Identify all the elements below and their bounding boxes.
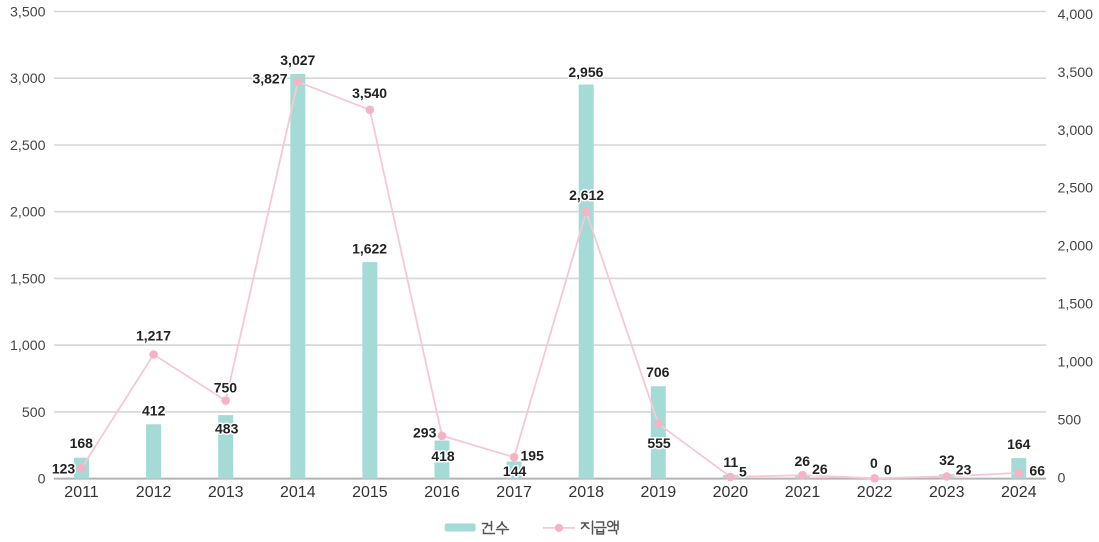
svg-text:2,500: 2,500: [10, 138, 46, 154]
svg-text:195: 195: [521, 448, 545, 464]
svg-text:500: 500: [1058, 413, 1082, 429]
svg-text:0: 0: [884, 462, 892, 478]
svg-text:3,540: 3,540: [352, 85, 387, 101]
svg-text:1,000: 1,000: [10, 338, 46, 354]
svg-text:23: 23: [956, 462, 972, 478]
svg-text:293: 293: [413, 425, 437, 441]
svg-text:11: 11: [723, 454, 738, 470]
svg-text:2015: 2015: [352, 484, 388, 501]
svg-text:123: 123: [52, 461, 76, 477]
svg-text:483: 483: [215, 421, 239, 437]
svg-text:3,000: 3,000: [10, 71, 46, 87]
svg-text:2016: 2016: [424, 484, 460, 501]
svg-text:0: 0: [38, 472, 46, 488]
svg-text:0: 0: [870, 455, 878, 471]
svg-text:2019: 2019: [641, 484, 677, 501]
svg-text:0: 0: [1058, 470, 1066, 486]
svg-text:1,000: 1,000: [1058, 355, 1094, 371]
svg-text:26: 26: [812, 461, 828, 477]
svg-text:2018: 2018: [568, 484, 604, 501]
svg-text:1,217: 1,217: [136, 328, 171, 344]
svg-text:3,827: 3,827: [252, 71, 287, 87]
svg-text:2,000: 2,000: [1058, 239, 1094, 255]
svg-text:418: 418: [431, 448, 455, 464]
svg-text:2,956: 2,956: [568, 64, 603, 80]
svg-text:412: 412: [142, 403, 166, 419]
svg-text:144: 144: [503, 463, 527, 479]
svg-text:2,000: 2,000: [10, 205, 46, 221]
svg-text:2012: 2012: [136, 484, 172, 501]
svg-text:164: 164: [1007, 436, 1031, 452]
svg-text:2017: 2017: [496, 484, 532, 501]
svg-text:1,622: 1,622: [352, 240, 387, 256]
svg-text:2021: 2021: [785, 484, 821, 501]
svg-text:2,612: 2,612: [569, 187, 604, 203]
svg-text:3,000: 3,000: [1058, 123, 1094, 139]
svg-text:2014: 2014: [280, 484, 316, 501]
svg-text:2,500: 2,500: [1058, 181, 1094, 197]
svg-text:750: 750: [214, 380, 238, 396]
svg-text:2023: 2023: [929, 484, 965, 501]
svg-text:4,000: 4,000: [1058, 7, 1094, 23]
svg-text:500: 500: [22, 405, 46, 421]
svg-text:1,500: 1,500: [1058, 297, 1094, 313]
svg-text:2011: 2011: [64, 484, 99, 501]
svg-text:1,500: 1,500: [10, 271, 46, 287]
svg-text:3,027: 3,027: [280, 52, 315, 68]
svg-text:168: 168: [70, 435, 94, 451]
svg-text:3,500: 3,500: [1058, 65, 1094, 81]
svg-text:2024: 2024: [1001, 484, 1037, 501]
svg-text:3,500: 3,500: [10, 4, 46, 20]
svg-text:32: 32: [939, 452, 955, 468]
svg-text:2022: 2022: [857, 484, 893, 501]
svg-text:66: 66: [1029, 462, 1045, 478]
svg-text:2020: 2020: [713, 484, 749, 501]
svg-text:5: 5: [739, 463, 747, 479]
svg-text:26: 26: [795, 453, 811, 469]
svg-text:555: 555: [647, 435, 671, 451]
svg-text:2013: 2013: [208, 484, 244, 501]
svg-text:706: 706: [646, 364, 670, 380]
